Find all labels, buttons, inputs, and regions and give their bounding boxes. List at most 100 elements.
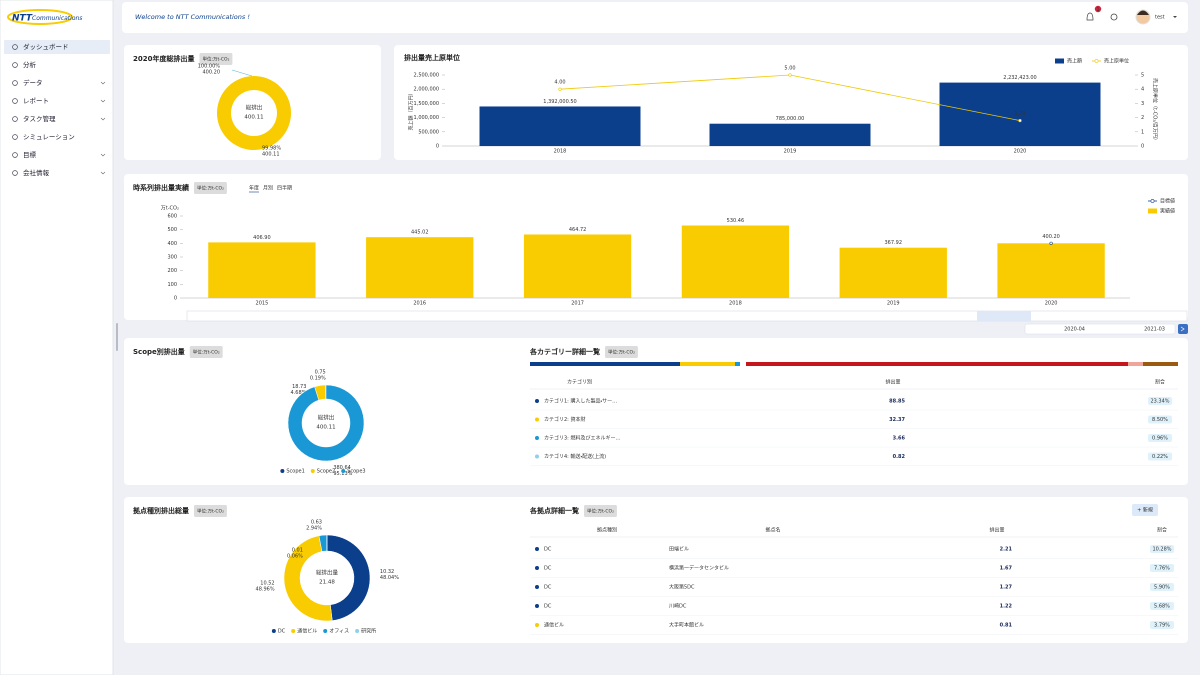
menu-item[interactable]: ダッシュボード (23, 42, 69, 51)
legend-label: 目標値 (1160, 198, 1175, 205)
x-tick-label: 2019 (784, 149, 797, 155)
row-name: 大手町本館ビル (669, 622, 704, 629)
legend-label: オフィス (329, 629, 349, 635)
bar (479, 106, 641, 146)
center-label: 総排出 (246, 104, 263, 112)
center-label: 総排出量 (316, 569, 339, 577)
row-type: 通信ビル (544, 622, 564, 629)
card (124, 45, 381, 160)
legend-label: 研究所 (361, 628, 376, 635)
share-badge (1148, 397, 1172, 405)
data-label: 400.11 (262, 152, 280, 158)
x-tick-label: 2016 (413, 301, 426, 307)
center-value: 400.11 (316, 425, 335, 431)
row-dot (535, 454, 539, 459)
tick-label: 0 (174, 296, 177, 302)
menu-item[interactable]: シミュレーション (23, 133, 75, 141)
menu-item[interactable]: データ (23, 78, 43, 87)
row-type: DC (544, 585, 552, 591)
tick-label: 0 (436, 144, 439, 150)
card-title: 2020年度総排出量 (133, 54, 194, 63)
date-arrow (1180, 326, 1185, 332)
row-dot (535, 547, 539, 551)
new-button[interactable] (1132, 504, 1158, 516)
gauge-arc (217, 76, 292, 151)
chevron (100, 81, 106, 85)
slider-handle[interactable] (977, 311, 1031, 321)
card (124, 338, 1188, 485)
row-value: 1.27 (1000, 585, 1013, 591)
range-slider[interactable] (186, 310, 1188, 322)
data-label: 445.02 (411, 230, 429, 236)
strip-segment (680, 362, 735, 366)
tab[interactable]: 四半期 (277, 185, 292, 192)
tick-label: 600 (167, 214, 177, 220)
bar (681, 225, 790, 298)
tick-label: 3 (1141, 101, 1144, 107)
unit-tag (189, 346, 223, 358)
data-label: 48.96% (256, 587, 275, 593)
data-label: 99.98% (262, 146, 281, 152)
legend-label: 売上額 (1067, 58, 1082, 65)
x-tick-label: 2018 (554, 149, 567, 155)
row-value: 88.85 (889, 399, 905, 405)
legend-label: Scope1 (286, 469, 304, 475)
table-header: カテゴリ別 (567, 379, 592, 386)
table-header: 排出量 (885, 379, 900, 386)
bar (366, 237, 474, 298)
share-badge (1150, 564, 1174, 572)
row-value: 32.37 (889, 417, 905, 423)
share-badge (1148, 452, 1172, 461)
row-name: 横浜第一データセンタビル (669, 565, 729, 572)
tab[interactable]: 年度 (249, 185, 259, 192)
row-dot (535, 604, 539, 608)
date-range[interactable] (1024, 323, 1176, 335)
user-name: test (1155, 15, 1165, 21)
data-label: 406.90 (253, 235, 271, 241)
table-header: 拠点種別 (597, 527, 617, 534)
line-point (558, 87, 562, 91)
tick-label: 500,000 (418, 129, 439, 135)
legend-marker (310, 469, 315, 473)
row-value: 2.21 (1000, 547, 1013, 553)
donut-slice (287, 384, 365, 462)
data-label: 95.13% (333, 471, 352, 477)
share-badge (1150, 621, 1174, 629)
date-button[interactable] (1178, 324, 1188, 334)
data-label: 367.92 (885, 240, 903, 246)
menu-item[interactable]: 会社情報 (23, 168, 50, 177)
row-value: 0.81 (1000, 623, 1013, 629)
leader (231, 69, 253, 77)
menu-item[interactable]: レポート (23, 97, 49, 105)
menu-item[interactable]: タスク管理 (23, 114, 56, 123)
line-point (788, 73, 792, 77)
row-name: 大阪第5DC (669, 584, 695, 591)
legend-marker (355, 629, 360, 633)
menu-icon (12, 62, 18, 68)
tick-label: 1,500,000 (414, 101, 439, 107)
data-label: 0.75 (315, 370, 326, 376)
legend-marker (291, 629, 296, 633)
data-label: 0.01 (292, 548, 303, 554)
row-name: カテゴリ3: 燃料及びエネルギー… (544, 435, 620, 442)
share-badge (1148, 415, 1172, 424)
center-label: 総排出 (318, 414, 335, 422)
row-dot (535, 566, 539, 570)
legend-marker (1055, 58, 1064, 64)
new-button-label[interactable]: + 新規 (1137, 507, 1153, 514)
settings-icon (1110, 13, 1118, 21)
center-value: 21.48 (319, 580, 335, 586)
menu-item[interactable]: 目標 (23, 150, 37, 159)
card-title: 時系列排出量実績 (133, 183, 190, 192)
menu-item[interactable]: 分析 (23, 60, 37, 69)
badge-count: 1 (1096, 7, 1099, 13)
logo-text: NTT (12, 14, 33, 24)
share-badge (1150, 602, 1174, 610)
tab[interactable]: 月別 (263, 185, 273, 192)
table-header: 拠点名 (765, 527, 780, 534)
data-label: 530.46 (727, 218, 745, 224)
date-to: 2021-03 (1144, 327, 1165, 333)
share-badge (1150, 583, 1174, 591)
unit-tag (194, 505, 227, 517)
data-label: 1,392,000.50 (543, 99, 576, 105)
